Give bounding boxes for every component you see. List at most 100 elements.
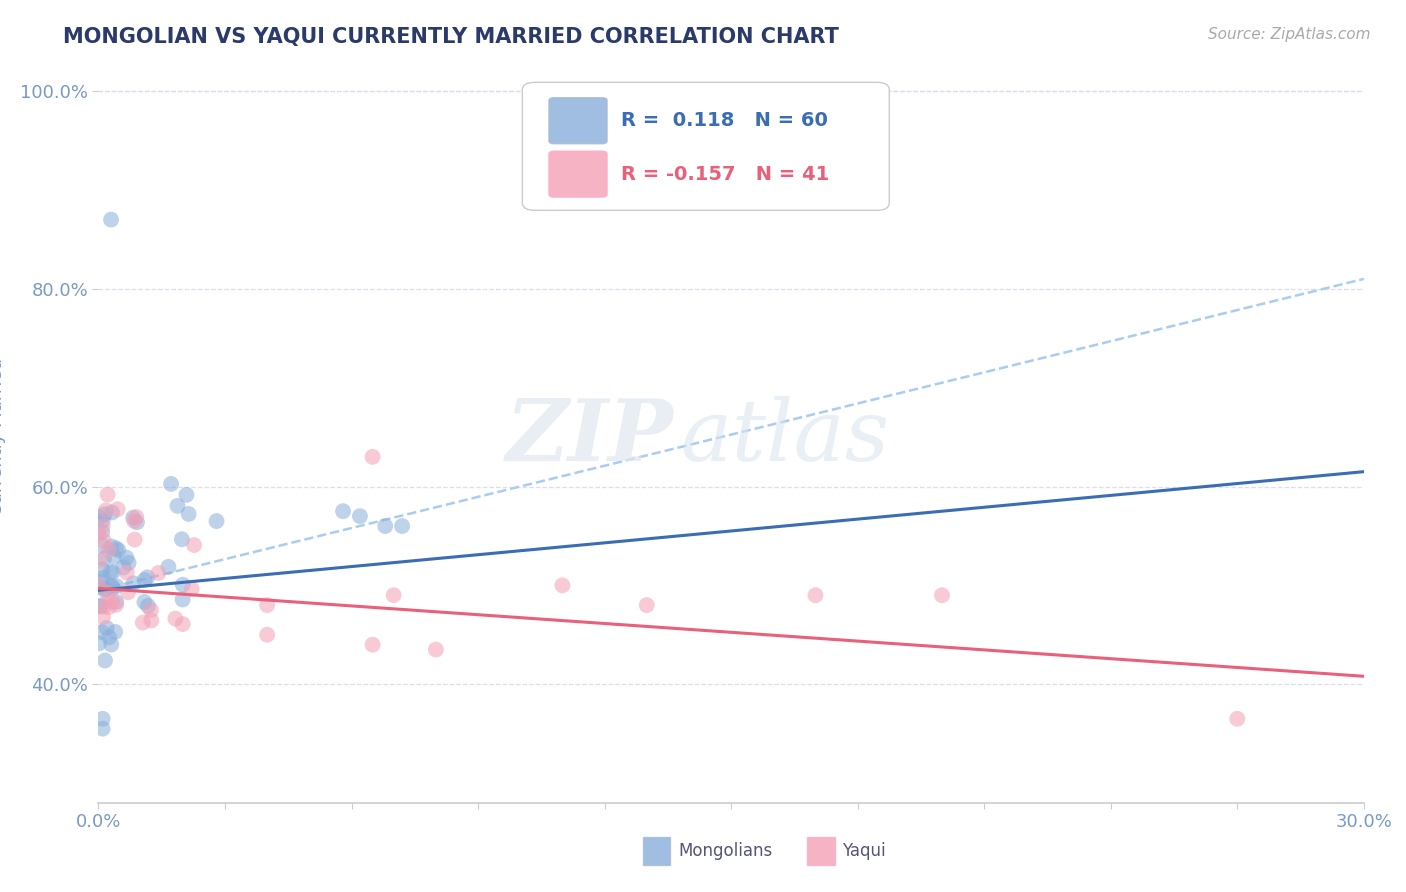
Text: R =  0.118   N = 60: R = 0.118 N = 60 — [621, 112, 828, 130]
FancyBboxPatch shape — [643, 838, 671, 865]
Point — [115, 566, 138, 580]
Point — [122, 514, 145, 528]
Text: atlas: atlas — [681, 396, 890, 478]
Point — [94, 583, 117, 598]
Point — [256, 598, 278, 612]
Point — [134, 595, 156, 609]
Point — [551, 578, 574, 592]
Point — [105, 598, 128, 612]
FancyBboxPatch shape — [807, 838, 835, 865]
FancyBboxPatch shape — [548, 98, 607, 144]
Point — [931, 588, 953, 602]
Point — [91, 712, 114, 726]
Point — [87, 578, 110, 592]
Text: Source: ZipAtlas.com: Source: ZipAtlas.com — [1208, 27, 1371, 42]
Point — [205, 514, 228, 528]
Point — [122, 510, 145, 524]
Text: R = -0.157   N = 41: R = -0.157 N = 41 — [621, 165, 830, 184]
Point — [183, 538, 205, 552]
Point — [100, 579, 122, 593]
Text: Mongolians: Mongolians — [678, 842, 772, 860]
Point — [98, 630, 121, 644]
Point — [93, 507, 115, 521]
Point — [91, 539, 114, 553]
Point — [101, 580, 124, 594]
Point — [165, 611, 187, 625]
Point — [93, 551, 115, 566]
Point — [91, 514, 114, 528]
Point — [136, 599, 159, 613]
Point — [87, 526, 110, 541]
FancyBboxPatch shape — [523, 82, 889, 211]
Point — [425, 642, 447, 657]
Point — [93, 533, 115, 548]
Text: MONGOLIAN VS YAQUI CURRENTLY MARRIED CORRELATION CHART: MONGOLIAN VS YAQUI CURRENTLY MARRIED COR… — [63, 27, 839, 46]
Point — [125, 515, 148, 529]
Point — [172, 592, 194, 607]
Point — [104, 541, 127, 556]
Point — [148, 566, 170, 580]
Point — [91, 722, 114, 736]
Point — [141, 614, 163, 628]
Point — [91, 524, 114, 539]
Point — [104, 624, 127, 639]
Point — [101, 565, 124, 579]
Point — [177, 507, 200, 521]
Point — [91, 562, 114, 576]
Point — [97, 543, 120, 558]
Point — [125, 510, 148, 524]
Point — [101, 594, 124, 608]
Point — [170, 533, 193, 547]
Point — [97, 600, 120, 615]
Point — [103, 549, 125, 564]
Point — [94, 653, 117, 667]
Point — [361, 638, 384, 652]
Point — [90, 625, 112, 640]
Point — [172, 578, 194, 592]
Point — [332, 504, 354, 518]
Point — [101, 505, 124, 519]
Point — [382, 588, 405, 602]
Text: ZIP: ZIP — [506, 395, 675, 479]
Point — [134, 573, 156, 587]
Point — [374, 519, 396, 533]
Point — [94, 503, 117, 517]
Point — [87, 636, 110, 650]
Point — [87, 510, 110, 524]
Point — [122, 576, 145, 591]
Point — [105, 595, 128, 609]
Point — [100, 637, 122, 651]
Point — [105, 579, 128, 593]
Text: Yaqui: Yaqui — [842, 842, 886, 860]
Point — [89, 554, 111, 568]
Point — [112, 560, 135, 574]
Point — [157, 559, 180, 574]
Point — [90, 574, 112, 589]
Point — [172, 617, 194, 632]
Point — [93, 599, 115, 614]
Point — [160, 477, 183, 491]
Point — [115, 550, 138, 565]
Point — [97, 586, 120, 600]
Point — [89, 599, 111, 614]
Point — [117, 556, 139, 570]
Point — [636, 598, 658, 612]
Point — [166, 499, 188, 513]
Point — [100, 540, 122, 554]
Point — [107, 502, 129, 516]
Point — [132, 615, 155, 630]
Point — [139, 603, 162, 617]
Point — [117, 585, 139, 599]
Point — [361, 450, 384, 464]
Point — [349, 509, 371, 524]
Point — [391, 519, 413, 533]
Point — [90, 599, 112, 613]
Point — [124, 533, 146, 547]
Point — [87, 580, 110, 594]
Point — [91, 571, 114, 585]
Y-axis label: Currently Married: Currently Married — [0, 358, 6, 516]
Point — [107, 543, 129, 558]
Point — [91, 519, 114, 533]
Point — [91, 610, 114, 624]
Point — [136, 570, 159, 584]
